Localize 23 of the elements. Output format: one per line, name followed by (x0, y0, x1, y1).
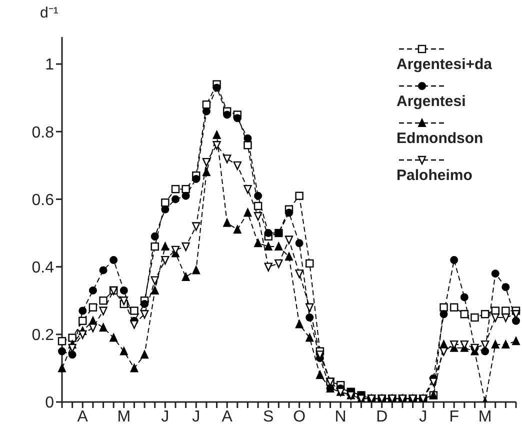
y-tick-label: 0.8 (32, 124, 54, 142)
legend-label: Argentesi (396, 93, 467, 110)
y-tick-label: 0.4 (32, 259, 54, 276)
y-tick-label: 0.6 (32, 192, 54, 209)
legend-label: Argentesi+da (396, 56, 492, 73)
x-tick-label: F (449, 408, 460, 426)
x-tick-label: A (222, 408, 233, 426)
x-tick-label: J (192, 408, 200, 426)
y-tick-label: 0.2 (32, 327, 54, 344)
x-tick-label: M (478, 408, 492, 426)
y-tick-label: 1 (45, 56, 54, 74)
legend-label: Edmondson (396, 130, 484, 147)
y-tick-label: 0 (45, 394, 54, 412)
x-tick-label: J (161, 408, 170, 426)
legend-label: Paloheimo (396, 167, 474, 184)
x-tick-label: O (293, 408, 306, 426)
y-axis-title: d⁻¹ (40, 4, 58, 22)
x-tick-label: A (77, 408, 88, 426)
x-tick-label: D (376, 408, 388, 426)
x-tick-label: J (419, 408, 428, 426)
x-tick-label: M (117, 408, 131, 426)
x-tick-label: N (334, 408, 346, 426)
x-tick-label: S (263, 408, 274, 426)
